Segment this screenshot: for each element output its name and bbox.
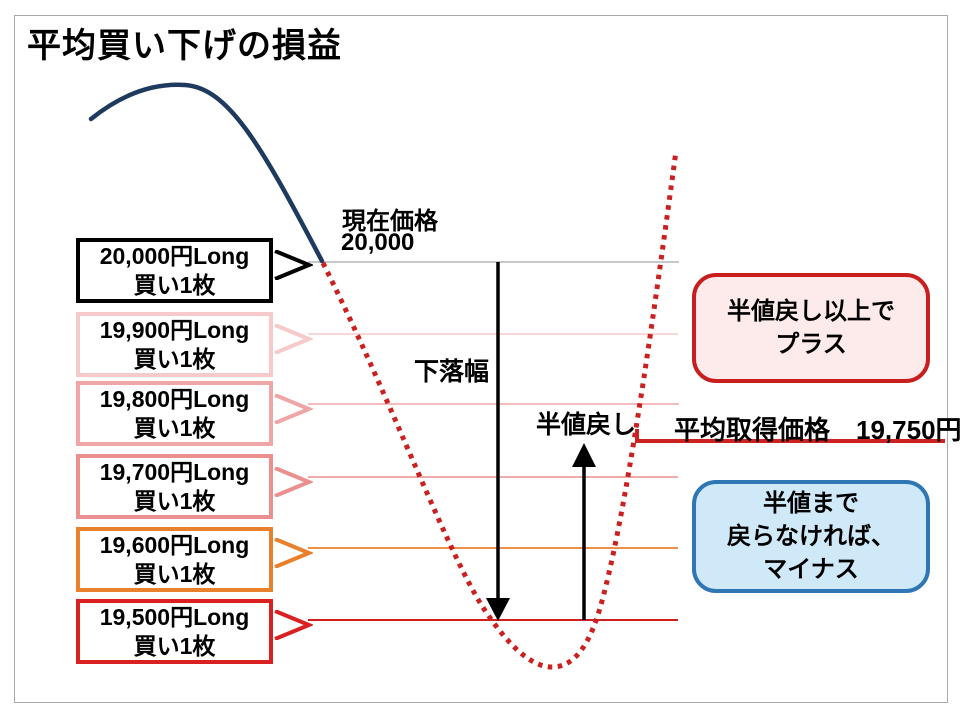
drop-width-label: 下落幅: [414, 358, 490, 386]
note-minus-line1: 半値まで: [763, 490, 859, 517]
callout-19800-qty: 買い1枚: [133, 414, 216, 441]
price-curve-navy: [88, 82, 325, 264]
current-price-value: 20,000: [341, 229, 415, 256]
half-retrace-label: 半値戻し: [536, 411, 637, 439]
note-plus-line2: プラス: [775, 331, 847, 358]
callout-19600-pointer: [274, 538, 313, 568]
drop-arrow-head: [486, 598, 510, 621]
callout-19800-price: 19,800円Long: [99, 385, 250, 412]
callout-19900-qty: 買い1枚: [133, 345, 216, 372]
callout-19800: 19,800円Long 買い1枚: [76, 381, 313, 446]
callout-19900: 19,900円Long 買い1枚: [76, 312, 313, 377]
price-curve-dotted-red: [320, 150, 679, 670]
note-plus-line1: 半値戻し以上で: [727, 298, 895, 325]
callout-19900-pointer: [274, 324, 313, 354]
callout-20000-price: 20,000円Long: [99, 242, 250, 269]
callout-19900-price: 19,900円Long: [99, 316, 250, 343]
callout-19700-pointer: [274, 467, 313, 497]
page-title: 平均買い下げの損益: [27, 27, 342, 65]
callout-20000-pointer: [274, 250, 313, 280]
callout-19500-price: 19,500円Long: [99, 603, 250, 630]
callout-20000-qty: 買い1枚: [133, 271, 216, 298]
callout-19800-pointer: [274, 394, 313, 424]
callout-19500-qty: 買い1枚: [133, 632, 216, 659]
retrace-arrow-head: [572, 443, 596, 467]
average-price-line: [635, 429, 945, 443]
callout-19700-qty: 買い1枚: [133, 487, 216, 514]
callout-19600: 19,600円Long 買い1枚: [76, 527, 313, 592]
note-minus-line2: 戻らなければ、: [727, 523, 895, 550]
callout-19500-pointer: [274, 610, 313, 640]
callout-19600-price: 19,600円Long: [99, 531, 250, 558]
current-price-label: 現在価格: [342, 208, 438, 235]
note-minus-line3: マイナス: [763, 556, 859, 583]
callout-19600-qty: 買い1枚: [133, 560, 216, 587]
callout-19700-price: 19,700円Long: [99, 458, 250, 485]
callout-20000: 20,000円Long 買い1枚: [76, 238, 313, 303]
slide-border: [14, 15, 948, 703]
callout-19700: 19,700円Long 買い1枚: [76, 454, 313, 519]
note-plus: 半値戻し以上で プラス: [692, 273, 930, 383]
callout-19500: 19,500円Long 買い1枚: [76, 599, 313, 664]
note-minus: 半値まで 戻らなければ、 マイナス: [692, 480, 930, 593]
average-price-label: 平均取得価格 19,750円: [674, 415, 960, 445]
